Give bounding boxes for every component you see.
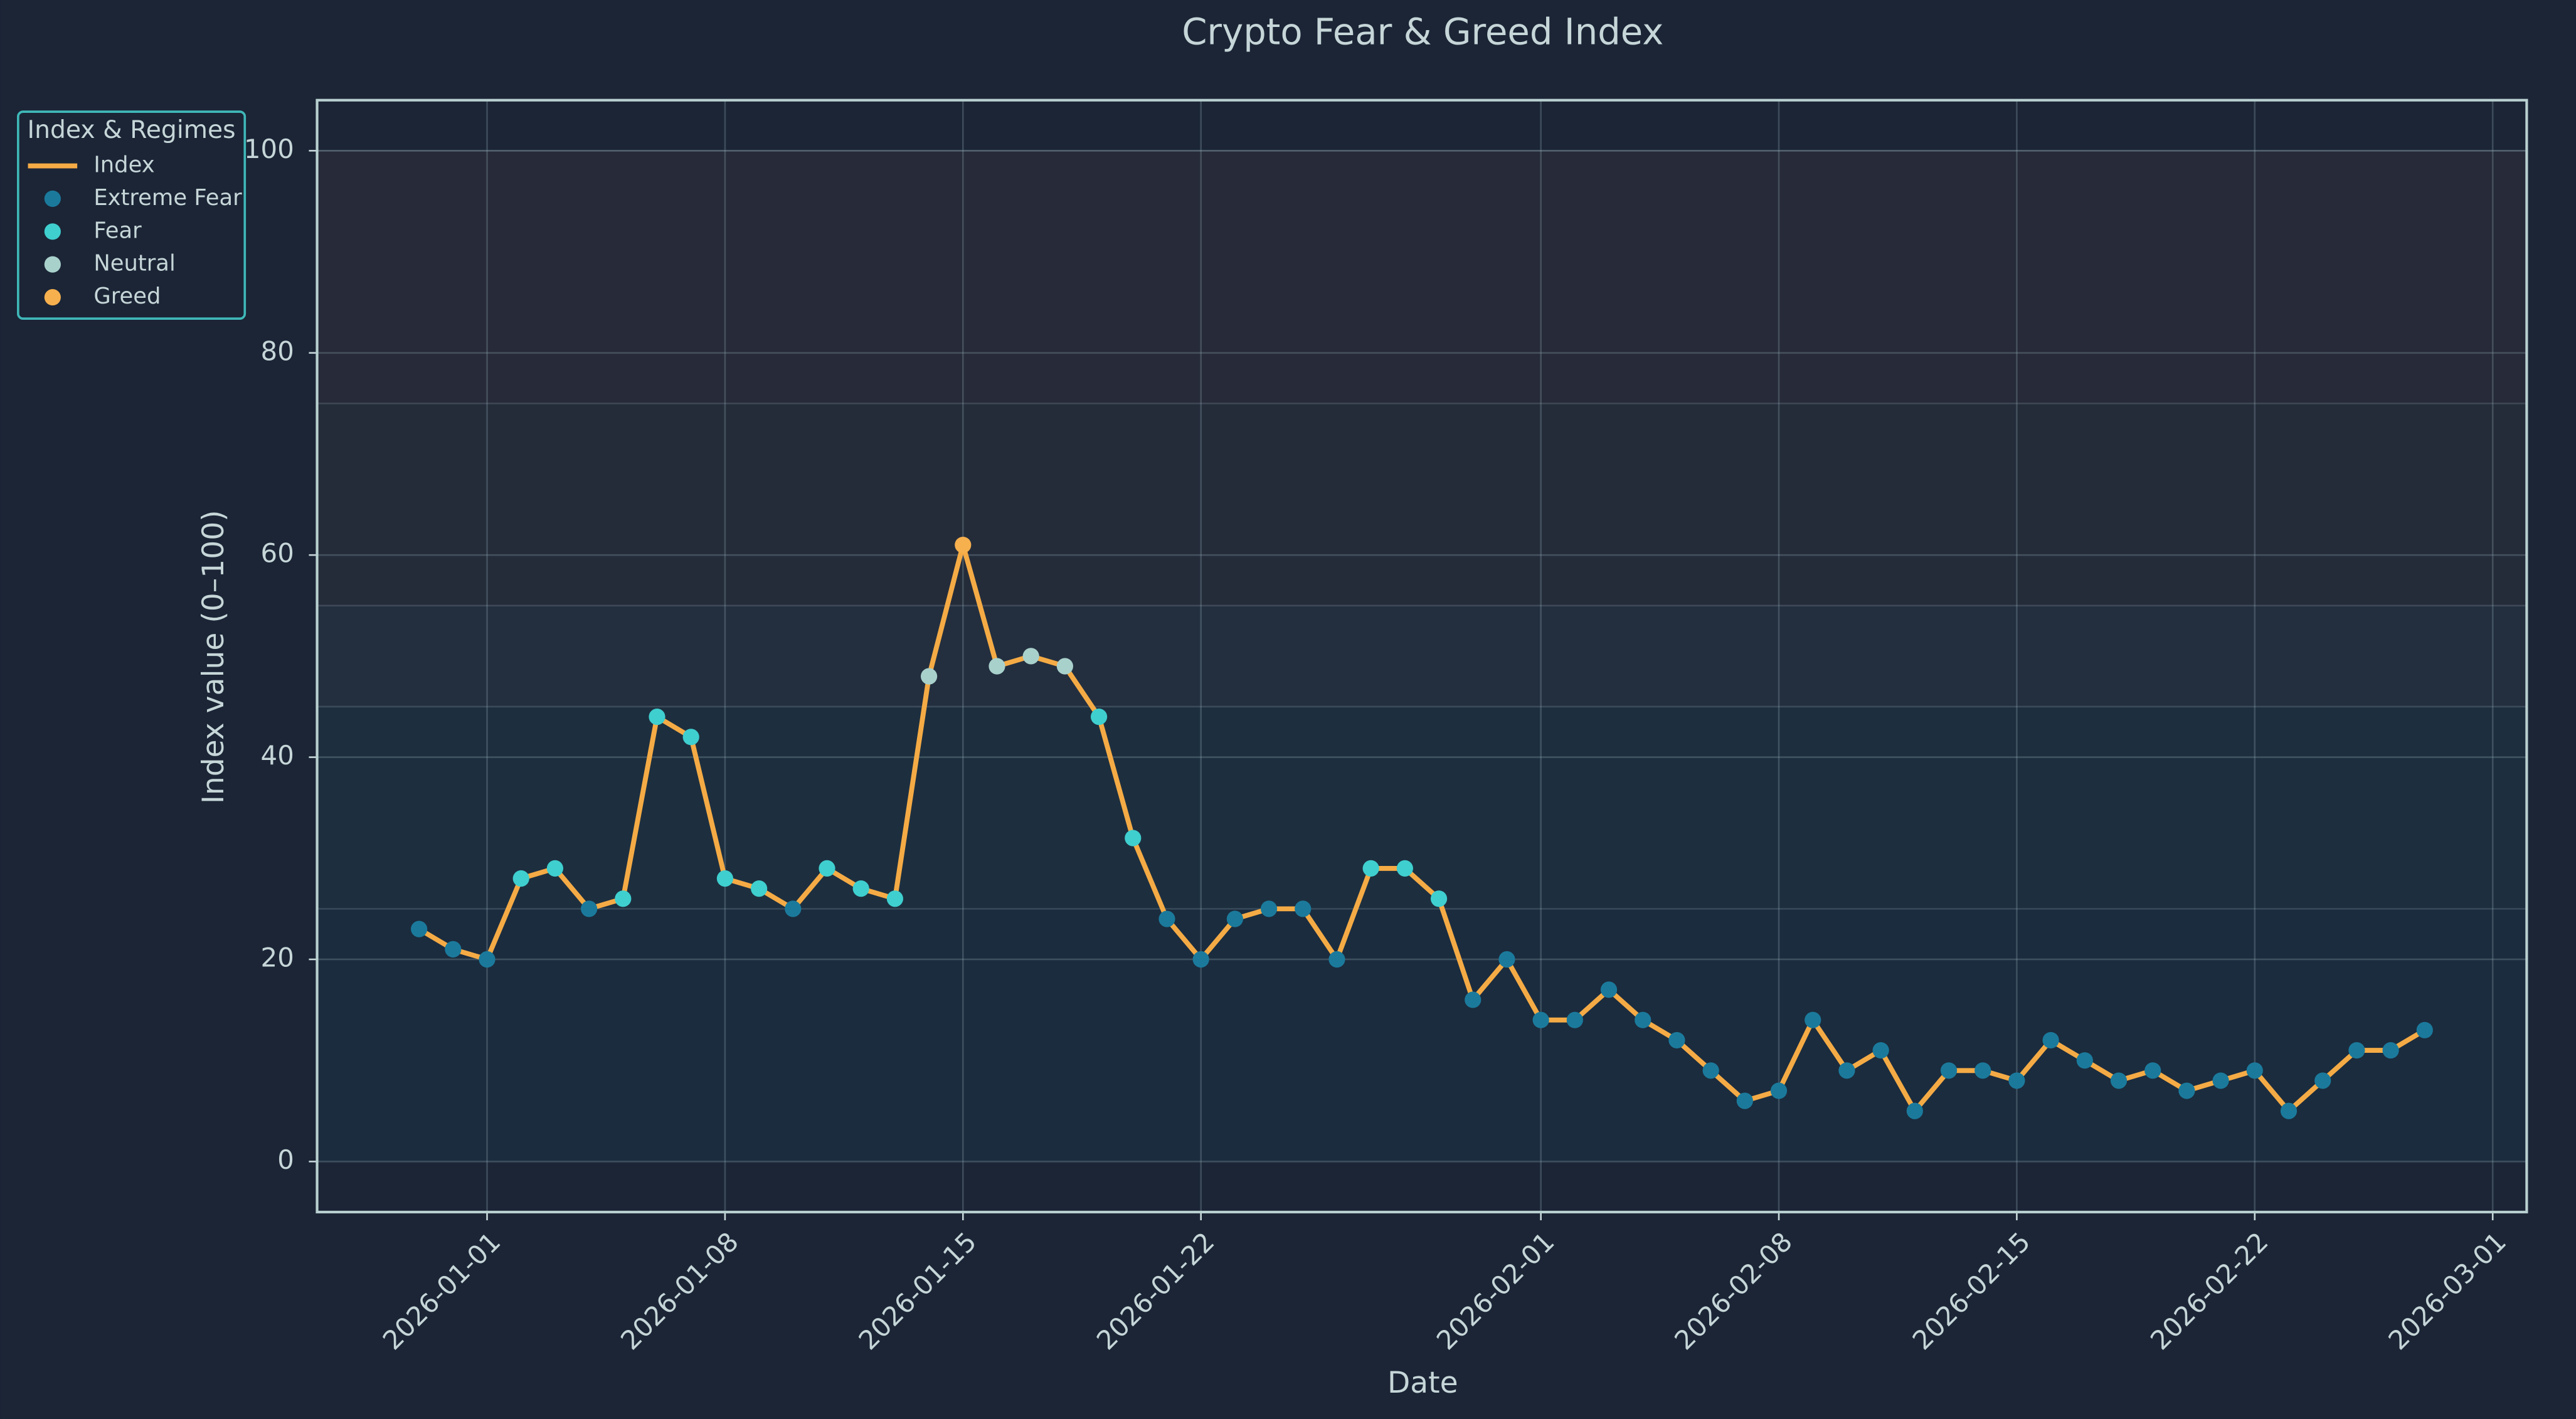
regime-point (411, 921, 428, 937)
regime-point (2416, 1021, 2433, 1038)
regime-point (751, 880, 768, 897)
regime-point (1158, 910, 1175, 927)
regime-point (1668, 1031, 1685, 1049)
regime-point (1226, 910, 1243, 927)
regime-point (1328, 951, 1345, 968)
regime-point (1260, 900, 1278, 917)
legend-label: Fear (93, 218, 142, 243)
plot-frame (315, 98, 2528, 1214)
y-tick-label: 60 (261, 538, 294, 569)
regime-point (479, 951, 496, 968)
regime-point (955, 536, 972, 554)
regime-point (649, 708, 665, 725)
regime-point (1736, 1092, 1753, 1109)
chart-title: Crypto Fear & Greed Index (1182, 11, 1663, 53)
legend-swatch (44, 223, 61, 240)
x-axis-label: Date (1387, 1366, 1458, 1400)
regime-point (1125, 830, 1142, 847)
regime-point (2110, 1072, 2128, 1089)
y-axis-label: Index value (0–100) (196, 510, 231, 804)
regime-point (1295, 900, 1312, 917)
regime-point (1600, 981, 1618, 998)
regime-point (2246, 1062, 2263, 1079)
regime-point (546, 860, 564, 877)
regime-point (1192, 951, 1209, 968)
regime-band (317, 909, 2527, 1162)
legend-title: Index & Regimes (28, 116, 236, 144)
regime-point (2212, 1072, 2229, 1089)
regime-point (2382, 1042, 2399, 1059)
y-tick-label: 20 (261, 942, 294, 973)
regime-point (1940, 1062, 1958, 1079)
regime-point (581, 900, 598, 917)
regime-point (1022, 648, 1039, 665)
legend: Index & Regimes Index Extreme Fear Fear Neut… (17, 110, 246, 320)
regime-point (1566, 1011, 1583, 1028)
regime-point (852, 880, 869, 897)
legend-label: Greed (93, 283, 161, 309)
legend-swatch (44, 288, 61, 306)
regime-point (1635, 1011, 1651, 1028)
regime-point (2314, 1072, 2331, 1089)
regime-point (1465, 991, 1481, 1008)
regime-point (921, 668, 938, 685)
regime-point (512, 870, 529, 887)
regime-point (682, 729, 699, 746)
regime-point (1362, 860, 1379, 877)
regime-point (2076, 1052, 2093, 1069)
regime-point (1906, 1102, 1923, 1119)
regime-point (819, 860, 835, 877)
legend-swatch (44, 190, 61, 208)
y-tick-label: 100 (244, 134, 294, 164)
legend-label: Index (93, 152, 154, 178)
regime-band (317, 403, 2527, 606)
regime-point (1805, 1011, 1821, 1028)
regime-point (989, 658, 1005, 675)
regime-point (1498, 951, 1515, 968)
regime-point (1838, 1062, 1855, 1079)
regime-point (1396, 860, 1413, 877)
regime-point (1430, 890, 1448, 907)
regime-point (1872, 1042, 1889, 1059)
regime-band (317, 150, 2527, 404)
legend-swatch (44, 256, 61, 273)
regime-point (785, 900, 802, 917)
regime-point (1090, 708, 1108, 725)
regime-band (317, 605, 2527, 707)
legend-label: Extreme Fear (93, 185, 242, 211)
regime-point (1532, 1011, 1549, 1028)
regime-point (2348, 1042, 2365, 1059)
regime-point (1056, 658, 1073, 675)
regime-point (886, 890, 903, 907)
regime-point (1974, 1062, 1991, 1079)
regime-point (2042, 1031, 2059, 1049)
regime-point (716, 870, 734, 887)
regime-point (2280, 1102, 2298, 1119)
regime-point (2178, 1082, 2195, 1099)
y-tick-label: 40 (261, 740, 294, 771)
regime-point (445, 941, 462, 957)
legend-label: Neutral (93, 251, 175, 277)
regime-point (2144, 1062, 2161, 1079)
y-tick-label: 0 (277, 1144, 294, 1175)
regime-point (615, 890, 632, 907)
regime-point (1770, 1082, 1788, 1099)
y-tick-label: 80 (261, 335, 294, 366)
regime-point (2008, 1072, 2025, 1089)
regime-point (1702, 1062, 1719, 1079)
regime-band (317, 706, 2527, 909)
